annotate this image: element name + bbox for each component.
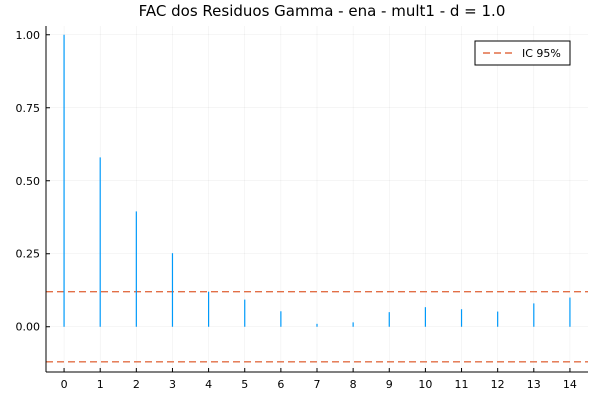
x-tick-label: 4 bbox=[205, 378, 212, 391]
x-tick-label: 0 bbox=[61, 378, 68, 391]
legend-label-ic95: IC 95% bbox=[522, 47, 561, 60]
x-tick-label: 11 bbox=[455, 378, 469, 391]
legend-box bbox=[474, 40, 571, 66]
x-tick-label: 9 bbox=[386, 378, 393, 391]
axes: 0 1 2 3 4 5 6 7 8 9 10 11 12 13 140.000.250.500.751.00 bbox=[16, 26, 588, 391]
x-tick-label: 2 bbox=[133, 378, 140, 391]
x-tick-label: 14 bbox=[563, 378, 577, 391]
x-tick-label: 8 bbox=[350, 378, 357, 391]
x-tick-label: 10 bbox=[418, 378, 432, 391]
chart-title: FAC dos Residuos Gamma - ena - mult1 - d… bbox=[139, 2, 506, 20]
x-tick-label: 13 bbox=[527, 378, 541, 391]
y-tick-label: 0.00 bbox=[16, 321, 41, 334]
x-tick-label: 6 bbox=[277, 378, 284, 391]
grid bbox=[46, 26, 588, 372]
legend: IC 95% bbox=[474, 40, 571, 66]
bars bbox=[63, 34, 571, 327]
y-tick-label: 1.00 bbox=[16, 29, 41, 42]
x-tick-label: 3 bbox=[169, 378, 176, 391]
y-tick-label: 0.50 bbox=[16, 175, 41, 188]
y-tick-label: 0.25 bbox=[16, 248, 41, 261]
y-tick-label: 0.75 bbox=[16, 102, 41, 115]
x-tick-label: 7 bbox=[314, 378, 321, 391]
x-tick-label: 5 bbox=[241, 378, 248, 391]
x-tick-label: 12 bbox=[491, 378, 505, 391]
x-tick-label: 1 bbox=[97, 378, 104, 391]
